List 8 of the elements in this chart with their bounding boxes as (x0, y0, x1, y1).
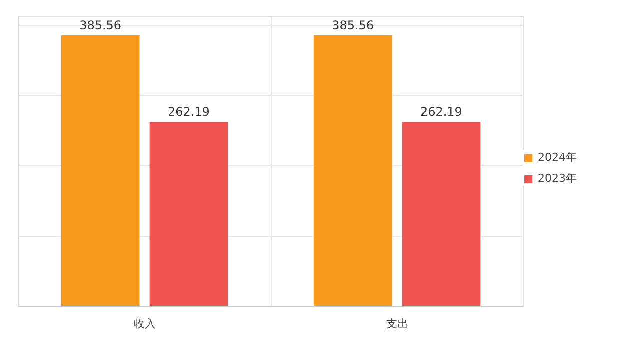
data-label: 262.19 (168, 105, 210, 120)
legend-label: 2023年 (538, 171, 577, 186)
x-tick-label: 收入 (134, 318, 156, 330)
data-label: 385.56 (80, 18, 122, 32)
data-label: 262.19 (420, 105, 462, 120)
legend-label: 2024年 (538, 150, 577, 165)
x-tick-label: 支出 (386, 318, 408, 330)
data-label: 385.56 (332, 18, 374, 32)
